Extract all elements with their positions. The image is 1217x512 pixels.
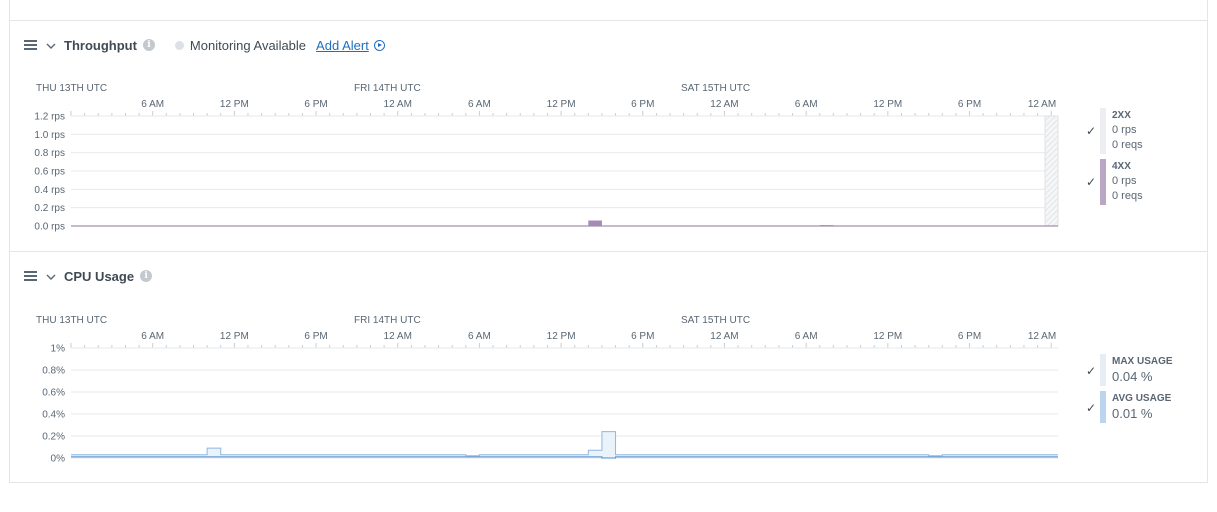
x-time-label: 6 AM (141, 99, 164, 110)
check-icon: ✓ (1086, 401, 1097, 415)
arrow-right-circle-icon[interactable] (373, 39, 385, 51)
x-time-label: 12 AM (1028, 331, 1056, 342)
legend-reqs: 0 reqs (1112, 190, 1143, 202)
y-tick-label: 0.6 rps (34, 167, 65, 178)
x-time-label: 6 AM (468, 99, 491, 110)
legend-rate: 0 rps (1112, 175, 1137, 187)
x-time-label: 12 AM (1028, 99, 1056, 110)
x-time-label: 6 PM (631, 331, 654, 342)
legend-swatch (1100, 354, 1106, 386)
monitoring-status-label: Monitoring Available (189, 37, 307, 53)
x-time-label: 12 PM (220, 331, 249, 342)
x-time-label: 6 PM (304, 331, 327, 342)
legend-value: 0.01 % (1112, 406, 1153, 421)
y-tick-label: 1% (51, 344, 66, 355)
x-day-label: FRI 14TH UTC (354, 315, 421, 326)
legend-value: 0.04 % (1112, 369, 1153, 384)
legend-rate: 0 rps (1112, 124, 1137, 136)
check-icon: ✓ (1086, 124, 1097, 138)
line-avg-usage (71, 456, 1058, 459)
y-tick-label: 0.8% (42, 366, 65, 377)
chevron-down-icon[interactable] (46, 38, 56, 53)
legend-name: AVG USAGE (1112, 393, 1172, 404)
x-time-label: 6 PM (958, 99, 981, 110)
section-divider (10, 251, 1207, 252)
legend-swatch (1100, 159, 1106, 205)
y-tick-label: 0% (51, 454, 66, 465)
x-time-label: 12 PM (873, 99, 902, 110)
x-time-label: 12 PM (220, 99, 249, 110)
info-icon[interactable]: i (140, 270, 153, 282)
info-icon[interactable]: i (142, 39, 155, 51)
legend-reqs: 0 reqs (1112, 139, 1143, 151)
x-time-label: 6 AM (468, 331, 491, 342)
throughput-title: Throughput (64, 37, 137, 53)
bar-4xx (819, 225, 834, 227)
throughput-header: Throughput i Monitoring Available Add Al… (24, 35, 385, 55)
x-day-label: SAT 15TH UTC (681, 315, 750, 326)
x-time-label: 12 PM (547, 99, 576, 110)
y-tick-label: 0.2 rps (34, 203, 65, 214)
y-tick-label: 0.2% (42, 432, 65, 443)
y-tick-label: 0.4 rps (34, 185, 65, 196)
y-tick-label: 0.4% (42, 410, 65, 421)
y-tick-label: 0.8 rps (34, 148, 65, 159)
y-tick-label: 0.6% (42, 388, 65, 399)
x-time-label: 12 AM (384, 99, 412, 110)
check-icon: ✓ (1086, 175, 1097, 189)
x-time-label: 12 AM (710, 331, 738, 342)
cpu-title: CPU Usage (64, 268, 135, 284)
future-hatch-region (1044, 115, 1059, 227)
x-time-label: 12 PM (873, 331, 902, 342)
x-time-label: 6 AM (795, 99, 818, 110)
drag-handle-icon[interactable] (24, 40, 38, 50)
legend-name: 4XX (1112, 161, 1131, 172)
x-time-label: 12 AM (710, 99, 738, 110)
metrics-panel: Throughput i Monitoring Available Add Al… (9, 0, 1208, 483)
y-tick-label: 1.0 rps (34, 130, 65, 141)
x-time-label: 12 AM (384, 331, 412, 342)
legend-swatch (1100, 391, 1106, 423)
x-time-label: 6 PM (958, 331, 981, 342)
x-time-label: 6 PM (631, 99, 654, 110)
x-time-label: 6 PM (304, 99, 327, 110)
chevron-down-icon[interactable] (46, 269, 56, 284)
x-time-label: 6 AM (141, 331, 164, 342)
x-time-label: 6 AM (795, 331, 818, 342)
add-alert-link[interactable]: Add Alert (316, 37, 369, 53)
legend-swatch (1100, 108, 1106, 154)
bar-4xx (588, 220, 602, 226)
x-day-label: SAT 15TH UTC (681, 83, 750, 94)
check-icon: ✓ (1086, 364, 1097, 378)
legend-name: 2XX (1112, 110, 1131, 121)
y-tick-label: 1.2 rps (34, 112, 65, 123)
drag-handle-icon[interactable] (24, 271, 38, 281)
x-day-label: THU 13TH UTC (36, 83, 107, 94)
x-time-label: 12 PM (547, 331, 576, 342)
x-day-label: FRI 14TH UTC (354, 83, 421, 94)
y-tick-label: 0.0 rps (34, 222, 65, 233)
area-max-usage (71, 431, 1058, 458)
legend-name: MAX USAGE (1112, 356, 1173, 367)
top-divider (10, 20, 1207, 21)
monitoring-status-dot (174, 40, 184, 50)
cpu-header: CPU Usage i (24, 266, 172, 286)
x-day-label: THU 13TH UTC (36, 315, 107, 326)
line-max-usage (71, 431, 1058, 457)
